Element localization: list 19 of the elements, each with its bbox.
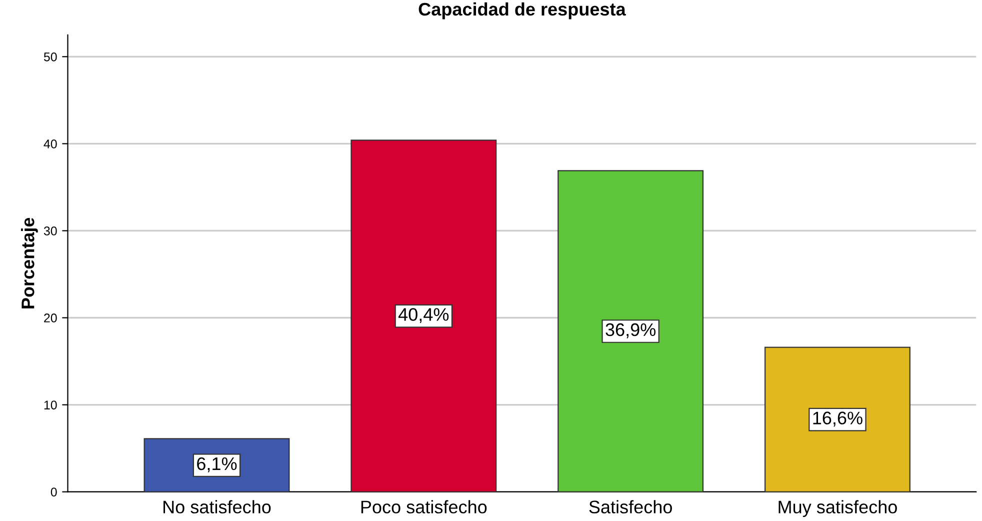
y-tick-label: 50 [44,52,57,62]
x-tick-label: Muy satisfecho [778,500,897,517]
y-tick-label: 40 [44,140,57,148]
data-label: 40,4% [398,308,449,323]
data-label: 16,6% [813,412,862,427]
y-axis-title: Porcentaje [21,218,38,308]
bar [558,170,704,492]
y-tick-label: 0 [50,488,57,496]
data-label: 6,1% [197,457,237,472]
y-tick-label: 30 [44,226,57,236]
bar [350,140,497,492]
data-label: 36,9% [606,323,656,338]
x-tick-label: Poco satisfecho [361,500,487,514]
y-tick-label: 20 [44,314,57,322]
chart-title: Capacidad de respuesta [418,2,626,20]
x-tick-label: No satisfecho [164,500,271,514]
y-tick-label: 10 [44,400,57,410]
bar [764,346,910,492]
x-tick-label: Satisfecho [589,500,672,514]
